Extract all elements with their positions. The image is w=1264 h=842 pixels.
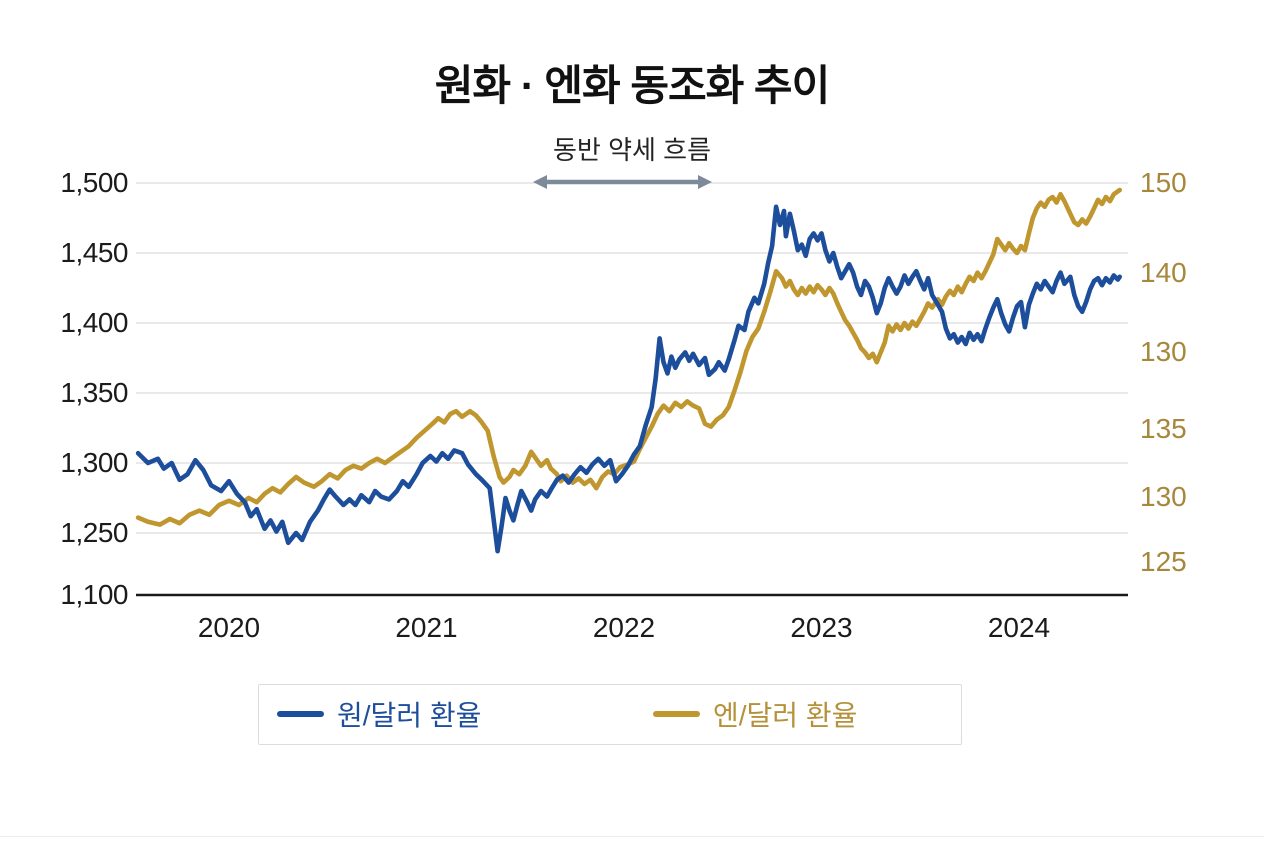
y-axis-label-right: 125 bbox=[1140, 546, 1187, 577]
x-axis-label: 2021 bbox=[395, 612, 458, 643]
legend-label-won: 원/달러 환율 bbox=[337, 700, 482, 731]
y-axis-label-left: 1,250 bbox=[60, 517, 128, 548]
y-axis-label-left: 1,450 bbox=[60, 237, 128, 268]
chart-subtitle: 동반 약세 흐름 bbox=[553, 135, 711, 165]
won-line-swatch-icon bbox=[277, 711, 324, 717]
legend-box: 원/달러 환율 엔/달러 환율 bbox=[258, 684, 962, 745]
x-axis-label: 2024 bbox=[987, 612, 1051, 643]
bottom-divider bbox=[0, 836, 1264, 837]
y-axis-label-right: 130 bbox=[1140, 481, 1187, 512]
y-axis-label-left: 1,350 bbox=[60, 377, 128, 408]
y-axis-label-right: 130 bbox=[1140, 336, 1187, 367]
x-axis-label: 2023 bbox=[790, 612, 853, 643]
legend-item-won: 원/달러 환율 bbox=[277, 685, 481, 743]
y-axis-label-right: 140 bbox=[1140, 257, 1187, 288]
x-axis-label: 2020 bbox=[197, 612, 261, 643]
legend-label-yen: 엔/달러 환율 bbox=[713, 700, 858, 731]
y-axis-label-left: 1,300 bbox=[60, 447, 128, 478]
chart-title: 원화 · 엔화 동조화 추이 bbox=[434, 62, 830, 109]
y-axis-label-left: 1,100 bbox=[60, 579, 128, 610]
y-axis-label-left: 1,500 bbox=[60, 167, 128, 198]
arrow-left-head-icon bbox=[533, 175, 547, 189]
legend-item-yen: 엔/달러 환율 bbox=[653, 685, 857, 743]
yen-line bbox=[135, 187, 1122, 527]
x-axis-label: 2022 bbox=[592, 612, 656, 643]
won-line bbox=[135, 204, 1122, 554]
y-axis-label-right: 135 bbox=[1140, 413, 1187, 444]
arrow-right-head-icon bbox=[698, 175, 712, 189]
y-axis-label-right: 150 bbox=[1140, 167, 1187, 198]
y-axis-label-left: 1,400 bbox=[60, 307, 128, 338]
yen-line-swatch-icon bbox=[653, 711, 700, 717]
